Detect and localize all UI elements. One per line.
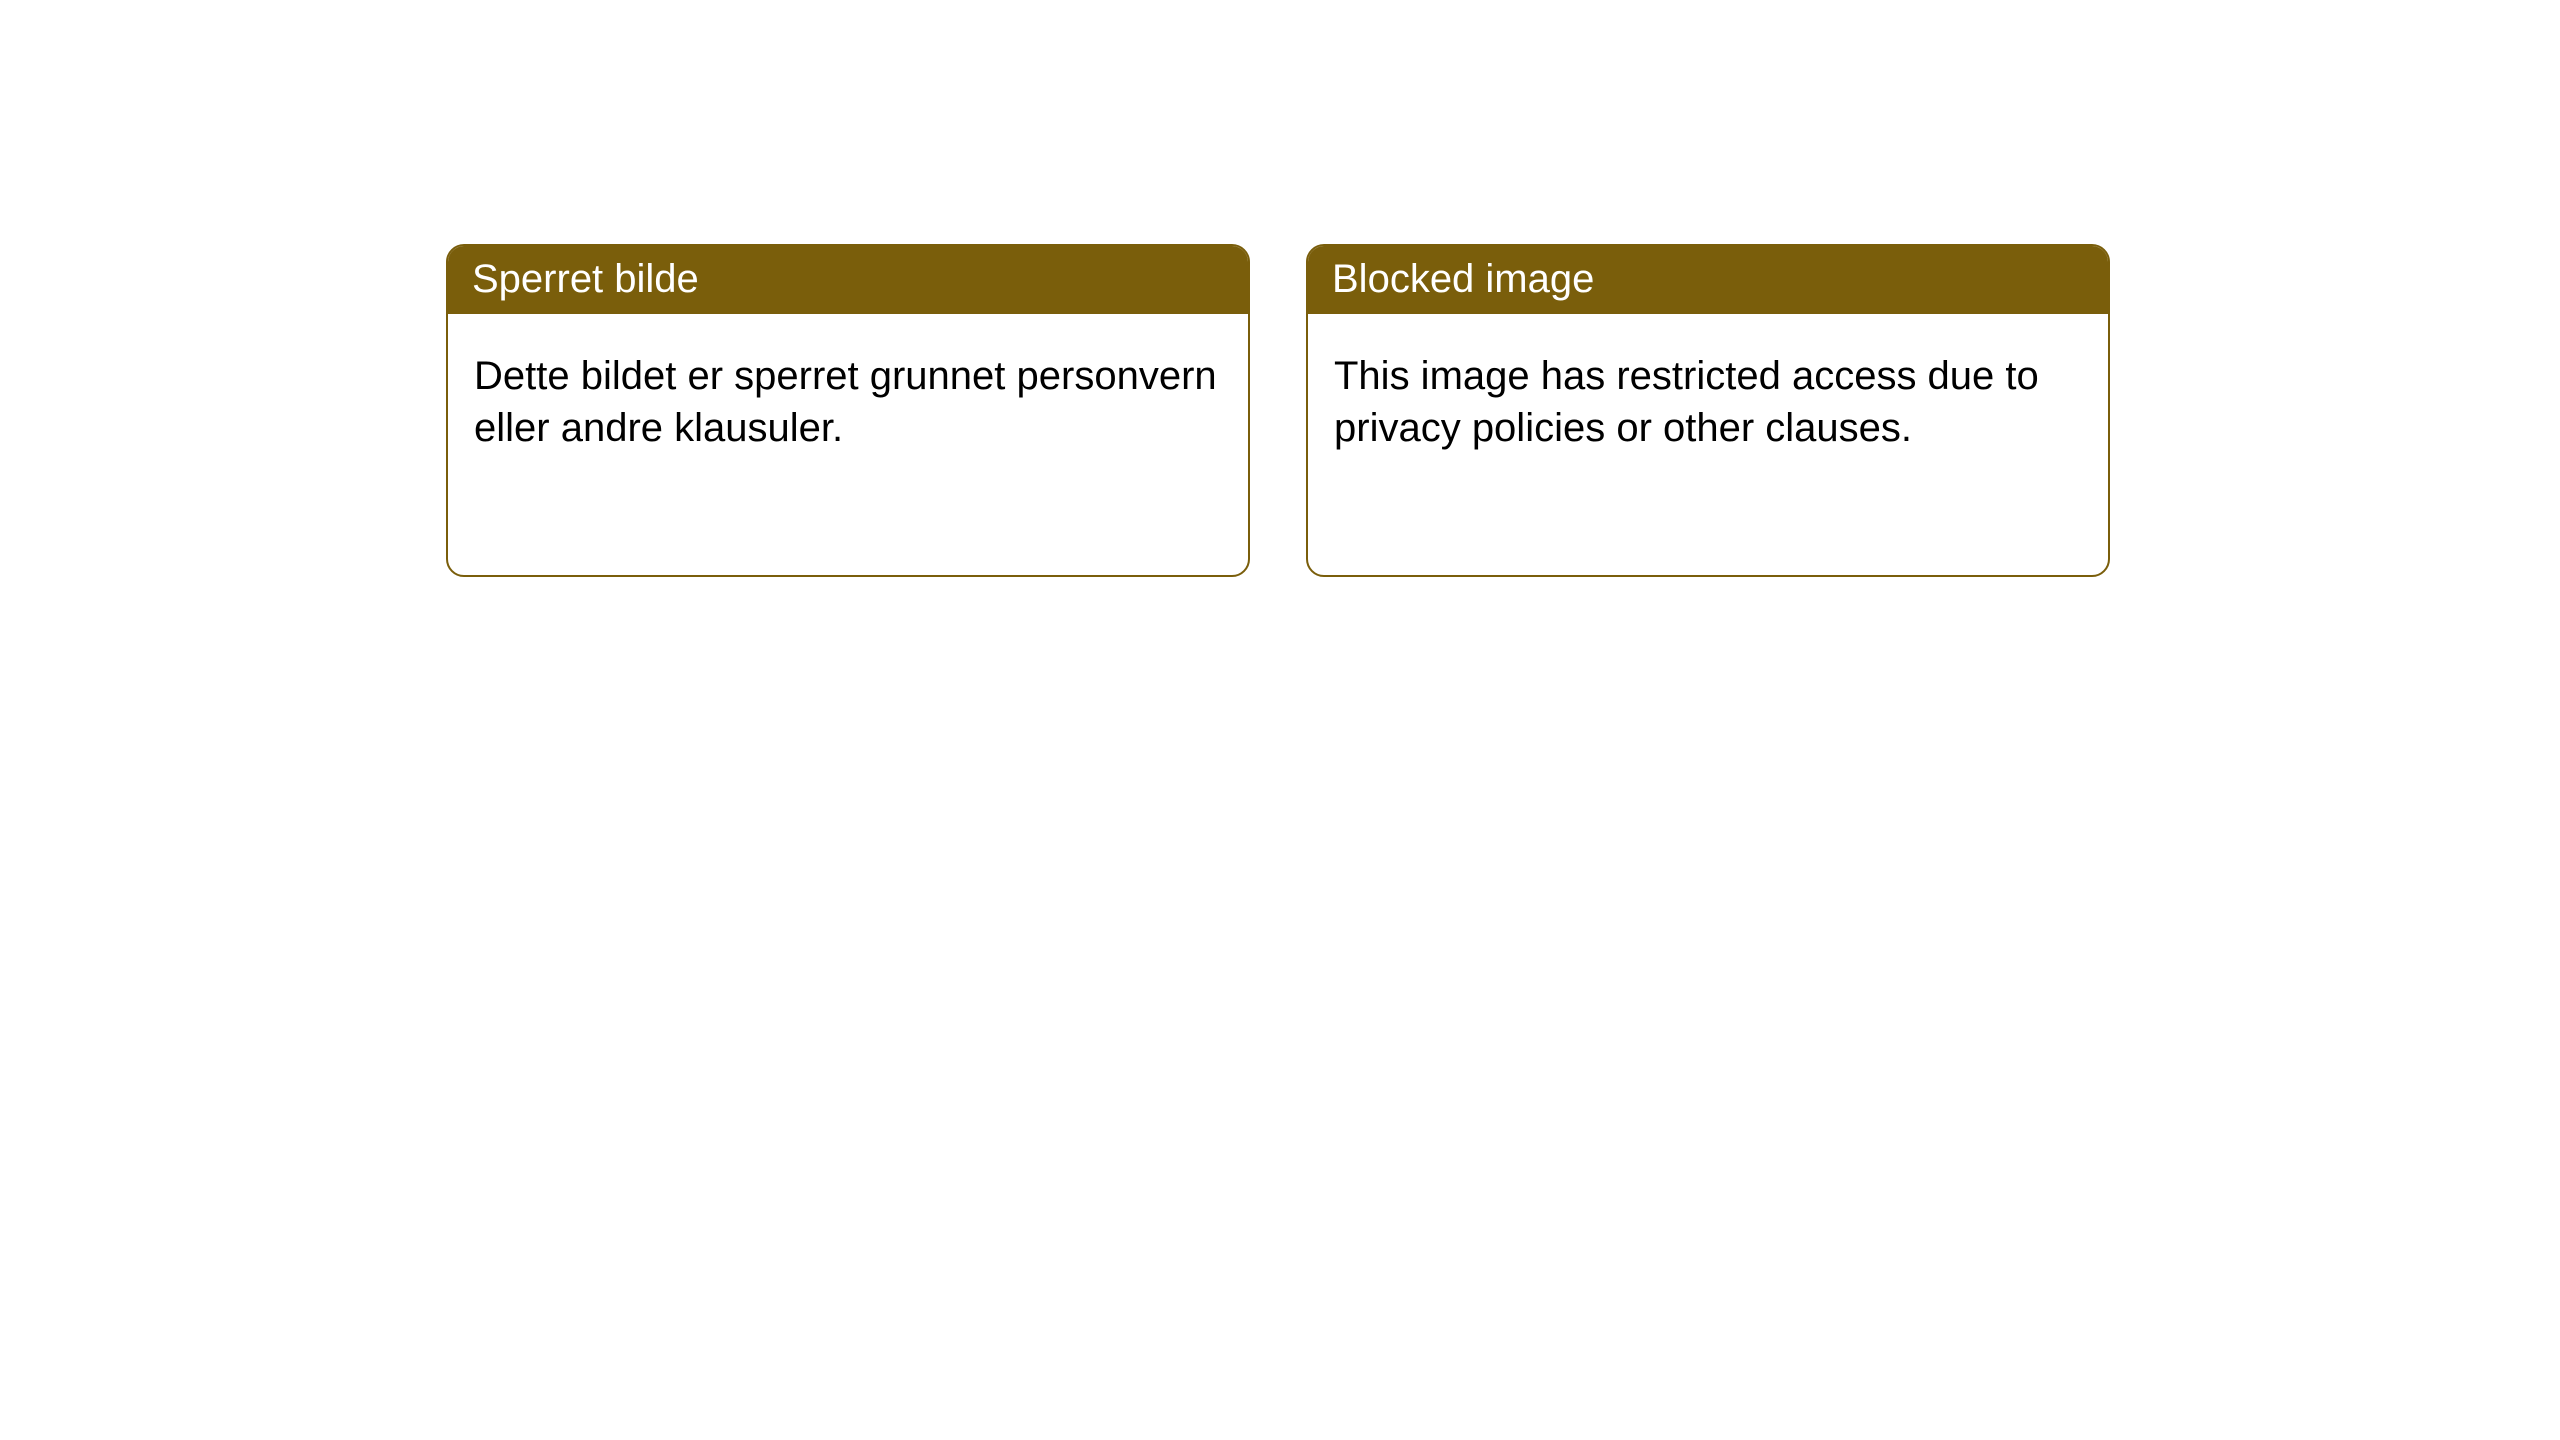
- card-body-en: This image has restricted access due to …: [1308, 314, 2108, 454]
- card-title-en: Blocked image: [1308, 246, 2108, 314]
- blocked-image-card-en: Blocked image This image has restricted …: [1306, 244, 2110, 577]
- card-title-no: Sperret bilde: [448, 246, 1248, 314]
- blocked-image-card-no: Sperret bilde Dette bildet er sperret gr…: [446, 244, 1250, 577]
- blocked-image-notices: Sperret bilde Dette bildet er sperret gr…: [0, 0, 2560, 577]
- card-body-no: Dette bildet er sperret grunnet personve…: [448, 314, 1248, 454]
